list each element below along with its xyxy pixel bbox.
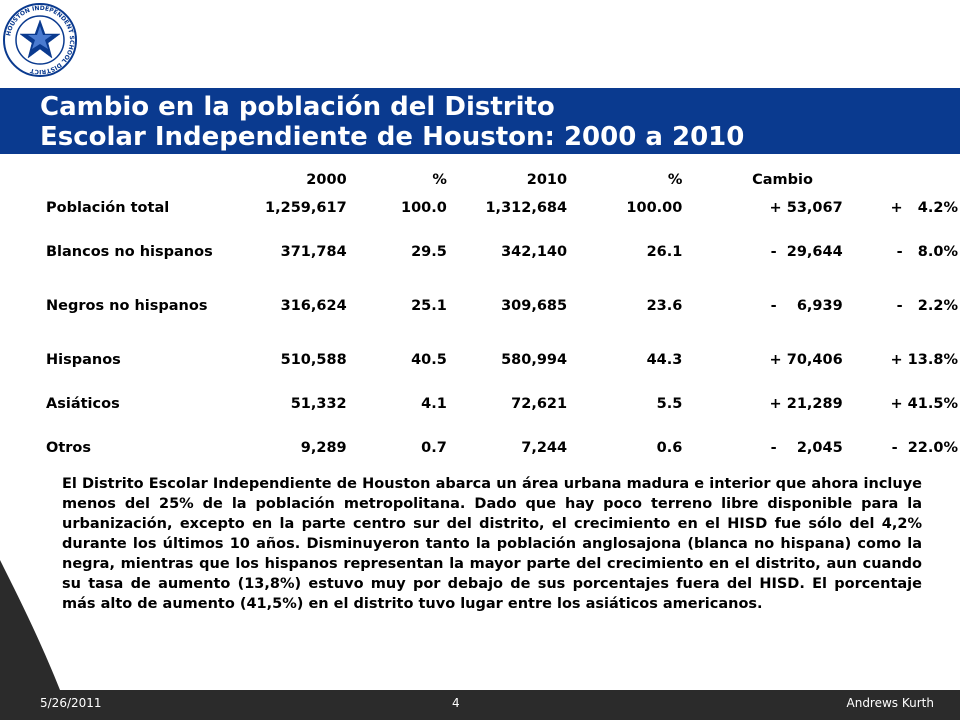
- header-change: Cambio: [752, 172, 813, 188]
- decorative-side-curve: [0, 560, 60, 690]
- table-row: Población total 1,259,617 100.0 1,312,68…: [40, 194, 958, 238]
- footer-bar: 5/26/2011 4 Andrews Kurth: [0, 690, 960, 720]
- row-category: Otros: [46, 440, 92, 456]
- row-pct-2000: 29.5: [411, 244, 447, 260]
- row-pct-2010: 0.6: [656, 440, 683, 456]
- page-number: 4: [452, 696, 460, 710]
- row-value-2000: 316,624: [280, 298, 347, 314]
- table-row: Hispanos 510,588 40.5 580,994 44.3 + 70,…: [40, 346, 958, 390]
- row-change-pct: + 4.2%: [890, 200, 958, 216]
- row-change-pct: - 22.0%: [891, 440, 958, 456]
- row-value-2010: 342,140: [501, 244, 568, 260]
- title-line-1: Cambio en la población del Distrito: [40, 92, 555, 122]
- hisd-seal-logo: HOUSTON INDEPENDENT SCHOOL DISTRICT: [3, 3, 77, 77]
- row-pct-2010: 5.5: [656, 396, 683, 412]
- row-value-2000: 51,332: [290, 396, 347, 412]
- row-value-2010: 7,244: [521, 440, 568, 456]
- title-accent: [0, 88, 26, 154]
- row-pct-2010: 23.6: [646, 298, 683, 314]
- header-change-pct: [843, 166, 958, 194]
- row-value-2010: 1,312,684: [485, 200, 568, 216]
- row-change: + 21,289: [769, 396, 843, 412]
- title-line-2: Escolar Independiente de Houston: 2000 a…: [40, 122, 745, 152]
- row-value-2000: 371,784: [280, 244, 347, 260]
- row-value-2000: 510,588: [280, 352, 347, 368]
- row-pct-2000: 40.5: [411, 352, 447, 368]
- header-pct-2010: %: [667, 172, 683, 188]
- row-pct-2000: 0.7: [421, 440, 447, 456]
- footer-date: 5/26/2011: [40, 696, 102, 710]
- row-change-pct: + 41.5%: [890, 396, 958, 412]
- row-pct-2000: 4.1: [421, 396, 447, 412]
- row-change-pct: - 2.2%: [896, 298, 958, 314]
- header-category: [40, 166, 231, 194]
- table-row: Negros no hispanos 316,624 25.1 309,685 …: [40, 292, 958, 346]
- row-value-2000: 9,289: [300, 440, 347, 456]
- row-change: - 29,644: [770, 244, 843, 260]
- row-value-2010: 309,685: [501, 298, 568, 314]
- row-change: - 2,045: [770, 440, 843, 456]
- row-change: - 6,939: [770, 298, 843, 314]
- row-pct-2000: 100.0: [400, 200, 447, 216]
- row-pct-2010: 44.3: [646, 352, 683, 368]
- row-category: Negros no hispanos: [46, 298, 208, 314]
- table-row: Asiáticos 51,332 4.1 72,621 5.5 + 21,289…: [40, 390, 958, 434]
- table-row: Blancos no hispanos 371,784 29.5 342,140…: [40, 238, 958, 292]
- row-pct-2000: 25.1: [411, 298, 447, 314]
- row-change: + 70,406: [769, 352, 843, 368]
- header-2010: 2010: [526, 172, 568, 188]
- row-value-2010: 72,621: [511, 396, 568, 412]
- table-row: Otros 9,289 0.7 7,244 0.6 - 2,045 - 22.0…: [40, 434, 958, 478]
- row-pct-2010: 26.1: [646, 244, 683, 260]
- row-category: Blancos no hispanos: [46, 244, 213, 260]
- footer-author: Andrews Kurth: [846, 696, 935, 710]
- header-pct-2000: %: [432, 172, 447, 188]
- row-value-2010: 580,994: [501, 352, 568, 368]
- population-table: 2000 % 2010 % Cambio Población total 1,2…: [40, 166, 958, 478]
- slide-title: Cambio en la población del Distrito Esco…: [40, 92, 744, 152]
- row-change-pct: - 8.0%: [896, 244, 958, 260]
- row-category: Población total: [46, 200, 170, 216]
- row-category: Asiáticos: [46, 396, 120, 412]
- row-change: + 53,067: [769, 200, 843, 216]
- table-header-row: 2000 % 2010 % Cambio: [40, 166, 958, 194]
- row-category: Hispanos: [46, 352, 121, 368]
- row-pct-2010: 100.00: [626, 200, 683, 216]
- summary-paragraph: El Distrito Escolar Independiente de Hou…: [62, 476, 922, 612]
- header-2000: 2000: [306, 172, 347, 188]
- title-bar: [0, 88, 960, 154]
- row-value-2000: 1,259,617: [265, 200, 347, 216]
- row-change-pct: + 13.8%: [890, 352, 958, 368]
